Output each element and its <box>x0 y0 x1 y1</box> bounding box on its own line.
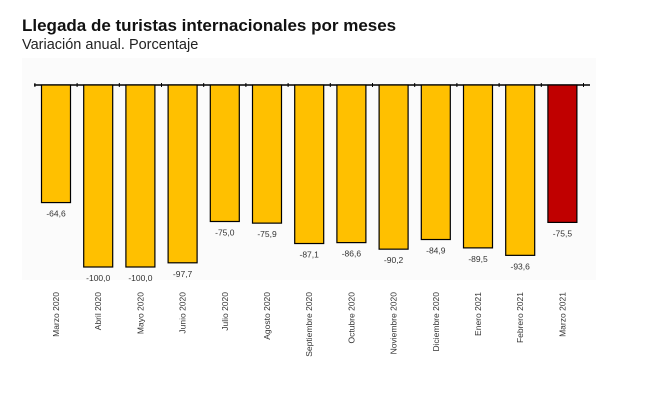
value-label-11: -93,6 <box>511 261 531 271</box>
value-label-2: -100,0 <box>128 273 152 283</box>
value-label-10: -89,5 <box>468 254 488 264</box>
category-label-0: Marzo 2020 <box>51 292 61 337</box>
category-label-2: Mayo 2020 <box>135 292 145 334</box>
bar-10 <box>462 84 494 249</box>
category-label-1: Abril 2020 <box>93 292 103 331</box>
category-label-3: Junio 2020 <box>178 292 188 334</box>
bar-12 <box>547 84 578 224</box>
bar-0 <box>40 84 72 204</box>
category-label-11: Febrero 2021 <box>515 292 525 343</box>
value-label-7: -86,6 <box>342 249 362 259</box>
value-label-4: -75,0 <box>215 228 235 238</box>
value-label-6: -87,1 <box>300 250 320 260</box>
category-label-8: Noviembre 2020 <box>389 292 399 355</box>
bar-9 <box>420 84 451 241</box>
value-label-1: -100,0 <box>86 273 110 283</box>
bar-11 <box>505 84 536 256</box>
value-label-12: -75,5 <box>553 228 573 238</box>
bar-1 <box>83 84 114 268</box>
value-label-9: -84,9 <box>426 246 446 256</box>
chart-title: Llegada de turistas internacionales por … <box>22 16 397 35</box>
bar-7 <box>336 84 367 244</box>
bar-6 <box>294 84 325 245</box>
bar-4 <box>209 84 240 223</box>
category-label-5: Agosto 2020 <box>262 292 272 340</box>
value-label-5: -75,9 <box>257 229 277 239</box>
category-label-6: Septiembre 2020 <box>304 292 314 357</box>
value-label-8: -90,2 <box>384 255 404 265</box>
category-label-4: Julio 2020 <box>220 292 230 331</box>
bar-8 <box>378 84 409 250</box>
category-label-12: Marzo 2021 <box>557 292 567 337</box>
category-label-10: Enero 2021 <box>473 292 483 336</box>
chart-subtitle: Variación anual. Porcentaje <box>22 37 199 53</box>
category-label-7: Octubre 2020 <box>346 292 356 344</box>
value-label-0: -64,6 <box>46 209 66 219</box>
value-label-3: -97,7 <box>173 269 193 279</box>
bar-5 <box>251 84 283 224</box>
bar-3 <box>167 84 198 264</box>
bar-2 <box>125 84 156 268</box>
category-label-9: Diciembre 2020 <box>431 292 441 352</box>
